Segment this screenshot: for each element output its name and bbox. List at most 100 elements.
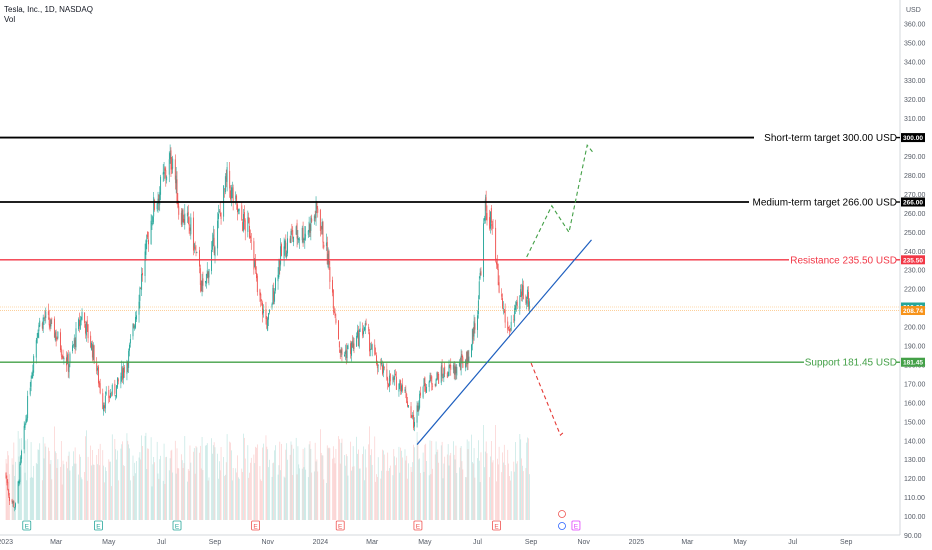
volume-bar (141, 435, 142, 520)
volume-bar (413, 444, 414, 520)
candle-body (339, 349, 341, 353)
volume-bar (468, 441, 470, 520)
candle-body (206, 270, 208, 276)
volume-bar (156, 441, 158, 520)
y-tick-label: 310.00 (904, 116, 926, 123)
volume-label: Vol (4, 15, 16, 24)
y-tick-label: 250.00 (904, 230, 926, 237)
candle-body (66, 355, 68, 364)
candle-body (60, 348, 62, 356)
candle-body (18, 481, 20, 484)
volume-bar (208, 477, 210, 520)
volume-bar (298, 464, 300, 520)
volume-bar (422, 452, 424, 520)
candle-body (148, 239, 149, 245)
candle-body (326, 241, 328, 265)
volume-bar (423, 471, 425, 520)
volume-bar (195, 445, 197, 520)
volume-bar (438, 462, 440, 520)
candle-body (468, 356, 470, 362)
volume-bar (347, 475, 349, 520)
volume-bar (426, 460, 427, 520)
y-tick-label: 160.00 (904, 400, 926, 407)
candle-body (299, 239, 301, 241)
volume-bar (98, 465, 100, 520)
y-tick-label: 240.00 (904, 249, 926, 256)
volume-bar (163, 443, 165, 520)
candle-body (129, 339, 131, 344)
volume-bar (283, 476, 285, 520)
currency-label: USD (906, 7, 921, 14)
volume-bar (335, 448, 337, 520)
volume-bar (522, 465, 523, 520)
candle-body (351, 340, 353, 348)
level-short_term: Short-term target 300.00 USD 300.00 (0, 133, 925, 144)
candle-body (484, 199, 486, 221)
candle-body (57, 331, 59, 339)
volume-bar (401, 450, 402, 520)
volume-bar (448, 465, 450, 520)
volume-bar (232, 467, 234, 520)
candle-body (184, 213, 186, 225)
volume-bar (111, 486, 112, 520)
volume-bar (38, 450, 40, 520)
volume-bar (202, 470, 204, 520)
volume-bar (238, 478, 240, 520)
volume-bar (299, 468, 300, 520)
candle-body (147, 232, 149, 238)
candle-body (452, 365, 454, 370)
candle-body (508, 327, 510, 329)
volume-bar (236, 472, 237, 520)
candle-body (158, 194, 160, 202)
volume-bar (242, 472, 243, 520)
volume-bar (452, 441, 454, 520)
volume-bar (42, 436, 44, 520)
earnings-marker: E (251, 520, 260, 531)
candle-body (422, 386, 424, 398)
volume-bar (120, 448, 122, 520)
candle-body (243, 213, 244, 231)
x-tick-label: Sep (840, 539, 853, 546)
candle-body (56, 337, 58, 339)
candle-body (461, 353, 463, 358)
volume-bar (293, 448, 294, 520)
volume-bar (338, 436, 339, 520)
candle-body (6, 479, 8, 483)
volume-bar (516, 463, 517, 520)
candle-body (140, 287, 142, 289)
volume-bar (92, 464, 94, 520)
candle-body (127, 363, 129, 367)
candle-body (194, 246, 196, 250)
level-price-tag-label: 235.50 (903, 257, 923, 264)
volume-bar (388, 470, 389, 520)
x-tick-label: May (102, 539, 116, 546)
candle-body (281, 244, 282, 256)
candle-body (491, 223, 493, 227)
volume-bar (164, 483, 166, 520)
volume-bar (259, 466, 261, 520)
candle-body (435, 379, 437, 387)
x-tick-label: Mar (50, 539, 63, 546)
volume-bar (454, 459, 456, 520)
volume-bar (425, 443, 427, 520)
x-tick-label: Nov (261, 539, 274, 546)
volume-bar (364, 449, 366, 520)
candle-body (419, 393, 421, 408)
candle-body (160, 176, 162, 195)
level-price-tag (901, 197, 925, 207)
volume-bar (237, 455, 238, 520)
volume-bar (340, 442, 342, 520)
y-tick-label: 90.00 (904, 533, 922, 540)
volume-bar (320, 452, 322, 520)
volume-bar (17, 431, 19, 520)
volume-bar (473, 448, 475, 520)
volume-bar (153, 456, 155, 520)
volume-bar (351, 470, 352, 520)
candle-body (411, 415, 413, 417)
volume-bar (432, 468, 433, 520)
candle-body (430, 377, 432, 379)
candle-body (496, 261, 497, 265)
candle-body (502, 298, 504, 309)
